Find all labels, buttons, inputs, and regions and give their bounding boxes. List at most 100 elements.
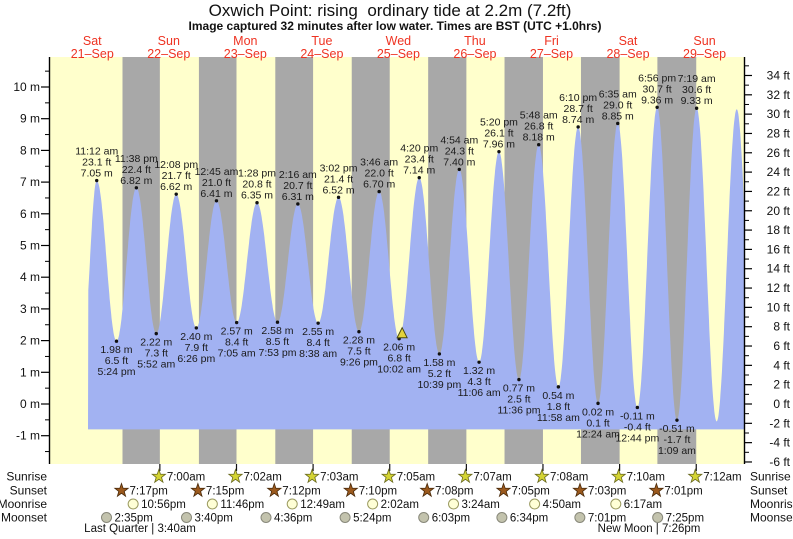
low-tide-meters: -0.11 m xyxy=(620,410,655,422)
day-name-label: Mon xyxy=(233,34,257,48)
tide-extreme-dot xyxy=(616,121,620,126)
low-tide-feet: 6.5 ft xyxy=(105,355,128,367)
high-tide-feet: 21.7 ft xyxy=(162,170,191,182)
moonset-circle-icon xyxy=(101,512,113,523)
sunset-time: 7:15pm xyxy=(206,486,244,498)
sunrise-star-icon xyxy=(610,468,627,484)
low-tide-time: 9:26 pm xyxy=(340,357,378,369)
sunrise-star-icon xyxy=(151,468,167,484)
high-tide-feet: 26.8 ft xyxy=(524,121,553,133)
high-tide-feet: 22.0 ft xyxy=(365,168,394,180)
day-date-label: 22–Sep xyxy=(147,47,190,61)
axis-tick-label: 10 m xyxy=(13,80,40,94)
moon-phase-label: New Moon | 7:26pm xyxy=(598,523,701,535)
tide-extreme-dot xyxy=(154,331,158,336)
sunset-time: 7:17pm xyxy=(129,486,167,498)
sunrise-time: 7:12am xyxy=(703,472,741,484)
moon-phase-labels: Last Quarter | 3:40am New Moon | 7:26pm xyxy=(84,523,700,535)
tide-extreme-dot xyxy=(635,405,640,410)
axis-tick-label: -4 ft xyxy=(769,436,790,450)
sunset-time: 7:08pm xyxy=(435,486,473,498)
axis-tick-label: 14 ft xyxy=(767,262,791,276)
high-tide-feet: 20.7 ft xyxy=(283,180,312,192)
day-date-label: 25–Sep xyxy=(377,47,420,61)
high-tide-time: 4:54 am xyxy=(440,134,478,146)
high-tide-meters: 6.35 m xyxy=(241,190,273,202)
tide-extreme-dot xyxy=(497,149,501,154)
axis-tick-label: 28 ft xyxy=(767,126,791,140)
moonrise-time: 2:02am xyxy=(381,499,419,511)
axis-tick-label: -1 m xyxy=(16,429,40,443)
axis-tick-label: 12 ft xyxy=(767,281,791,295)
axis-tick-label: 22 ft xyxy=(767,184,791,198)
tide-extreme-dot xyxy=(255,201,259,205)
tide-extreme-dot xyxy=(214,199,219,203)
axis-tick-label: 32 ft xyxy=(767,88,791,102)
high-tide-time: 1:28 pm xyxy=(238,168,276,180)
moonrise-time: 4:50am xyxy=(543,499,581,511)
day-name-label: Fri xyxy=(544,34,559,48)
low-tide-meters: 2.55 m xyxy=(302,326,334,338)
tide-extreme-dot xyxy=(296,202,300,206)
high-tide-time: 6:35 am xyxy=(599,88,637,100)
axis-tick-label: 10 ft xyxy=(767,300,791,314)
high-tide-feet: 29.0 ft xyxy=(603,99,632,111)
moonrise-time: 10:56pm xyxy=(141,499,186,511)
tide-extreme-dot xyxy=(377,189,381,194)
high-tide-meters: 7.14 m xyxy=(403,165,435,177)
high-tide-time: 3:02 pm xyxy=(320,162,358,174)
high-tide-meters: 6.41 m xyxy=(200,188,232,200)
high-tide-meters: 7.96 m xyxy=(483,139,515,151)
low-tide-time: 5:52 am xyxy=(137,359,175,371)
high-tide-feet: 24.3 ft xyxy=(445,145,474,157)
high-tide-feet: 20.8 ft xyxy=(242,179,271,191)
day-name-label: Sun xyxy=(693,34,715,48)
high-tide-meters: 8.74 m xyxy=(562,114,594,126)
low-tide-meters: 2.57 m xyxy=(221,326,253,338)
axis-tick-label: 4 m xyxy=(20,270,40,284)
low-tide-meters: 0.54 m xyxy=(542,390,574,402)
sunset-row: Sunset Sunset 7:17pm 7:15pm 7:12pm 7:10pm 7:08… xyxy=(10,482,788,498)
high-tide-time: 6:56 pm xyxy=(638,72,676,84)
moon-phase-label: Last Quarter | 3:40am xyxy=(84,523,196,535)
low-tide-meters: -0.51 m xyxy=(659,423,695,435)
high-tide-feet: 26.1 ft xyxy=(484,128,513,140)
low-tide-feet: 0.1 ft xyxy=(586,417,609,429)
day-date-label: 21–Sep xyxy=(71,47,114,61)
high-tide-feet: 30.7 ft xyxy=(643,83,672,95)
tide-extreme-dot xyxy=(194,326,199,330)
moonset-circle-icon xyxy=(339,512,351,523)
sunset-star-icon xyxy=(648,482,665,498)
high-tide-feet: 21.4 ft xyxy=(324,173,353,185)
sunrise-time: 7:02am xyxy=(244,472,282,484)
tide-extreme-dot xyxy=(316,321,320,325)
low-tide-meters: 2.58 m xyxy=(261,325,293,337)
axis-tick-label: 0 m xyxy=(20,397,40,411)
low-tide-feet: 4.3 ft xyxy=(467,376,490,388)
low-tide-meters: 2.28 m xyxy=(343,335,375,347)
sunset-star-icon xyxy=(572,482,588,498)
sunset-time: 7:05pm xyxy=(512,486,550,498)
low-tide-feet: 2.5 ft xyxy=(507,394,530,406)
moonset-time: 6:34pm xyxy=(510,513,548,525)
row-label-left: Moonrise xyxy=(0,497,47,511)
low-tide-meters: 0.77 m xyxy=(503,383,535,395)
axis-tick-label: 2 ft xyxy=(773,378,790,392)
day-date-label: 28–Sep xyxy=(606,47,649,61)
day-date-headers: Sat21–SepSun22–SepMon23–SepTue24–SepWed2… xyxy=(71,34,726,61)
tide-extreme-dot xyxy=(336,195,341,200)
low-tide-meters: 1.32 m xyxy=(463,365,495,377)
day-date-label: 26–Sep xyxy=(453,47,496,61)
moonrise-row: Moonrise Moonrise 10:56pm 11:46pm 12:49am 2:0… xyxy=(0,497,793,511)
low-tide-feet: 8.5 ft xyxy=(266,336,289,348)
sunrise-star-icon xyxy=(534,468,550,484)
axis-tick-label: 20 ft xyxy=(767,204,791,218)
sunrise-star-icon xyxy=(687,468,704,484)
tide-extreme-dot xyxy=(694,106,699,110)
sunset-time: 7:03pm xyxy=(588,486,626,498)
low-tide-time: 1:09 am xyxy=(658,445,696,457)
low-tide-time: 12:44 pm xyxy=(615,432,659,444)
high-tide-meters: 6.31 m xyxy=(282,191,314,203)
axis-tick-label: 34 ft xyxy=(767,68,791,82)
tide-extreme-dot xyxy=(556,385,561,389)
